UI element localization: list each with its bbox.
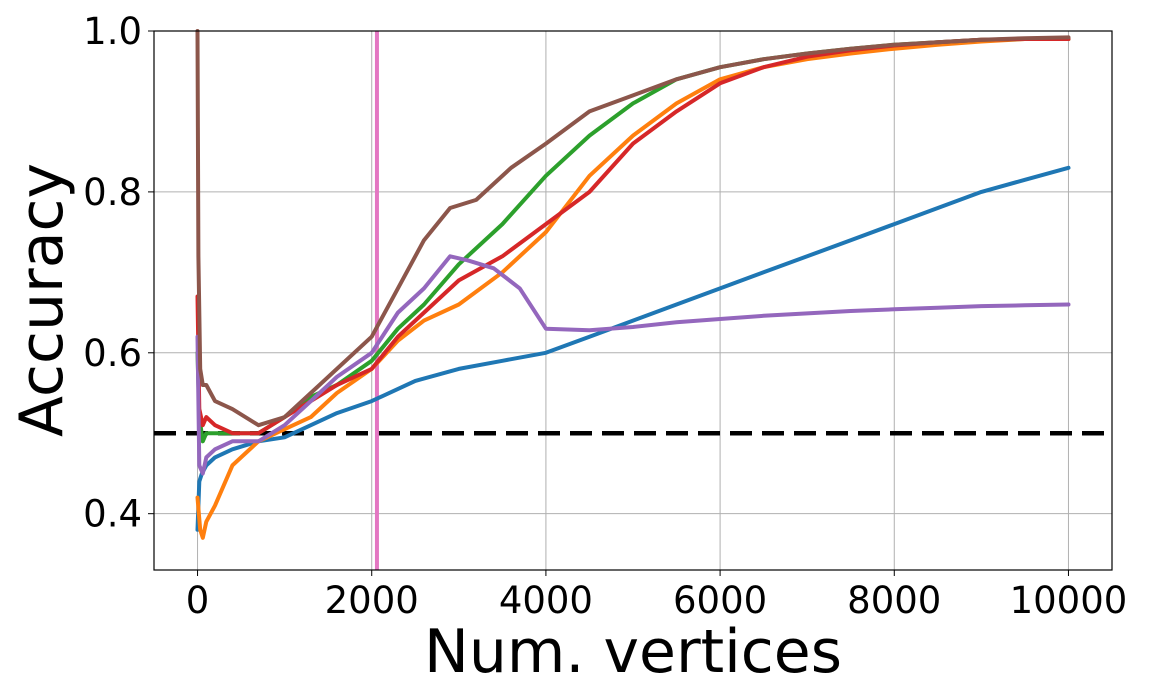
- y-tick-label: 0.6: [83, 332, 142, 375]
- series-line-5: [195, 254, 1071, 476]
- series-line-1: [195, 165, 1071, 532]
- y-tick-labels: 0.4 0.6 0.8 1.0: [83, 10, 154, 536]
- y-tick-label: 0.4: [83, 493, 142, 536]
- x-tick-labels: 0 2000 4000 6000 8000 10000: [186, 570, 1128, 622]
- y-tick-label: 0.8: [83, 171, 142, 214]
- x-tick-label: 4000: [499, 579, 593, 622]
- x-tick-label: 8000: [847, 579, 941, 622]
- series-line-2: [195, 37, 1071, 540]
- y-tick-label: 1.0: [83, 10, 142, 53]
- x-tick-label: 6000: [673, 579, 767, 622]
- series-line-6: [195, 29, 1071, 428]
- x-tick-label: 10000: [1010, 579, 1128, 622]
- x-axis-title: Num. vertices: [424, 617, 842, 687]
- x-tick-label: 2000: [325, 579, 419, 622]
- plot-frame: [153, 30, 1113, 571]
- x-tick-label: 0: [186, 579, 210, 622]
- series-lines: [195, 29, 1071, 540]
- series-line-4: [195, 37, 1071, 436]
- y-axis-title: Accuracy: [7, 163, 77, 437]
- reference-lines: [154, 31, 1112, 570]
- grid-lines: [154, 30, 1112, 570]
- series-line-3: [195, 37, 1071, 444]
